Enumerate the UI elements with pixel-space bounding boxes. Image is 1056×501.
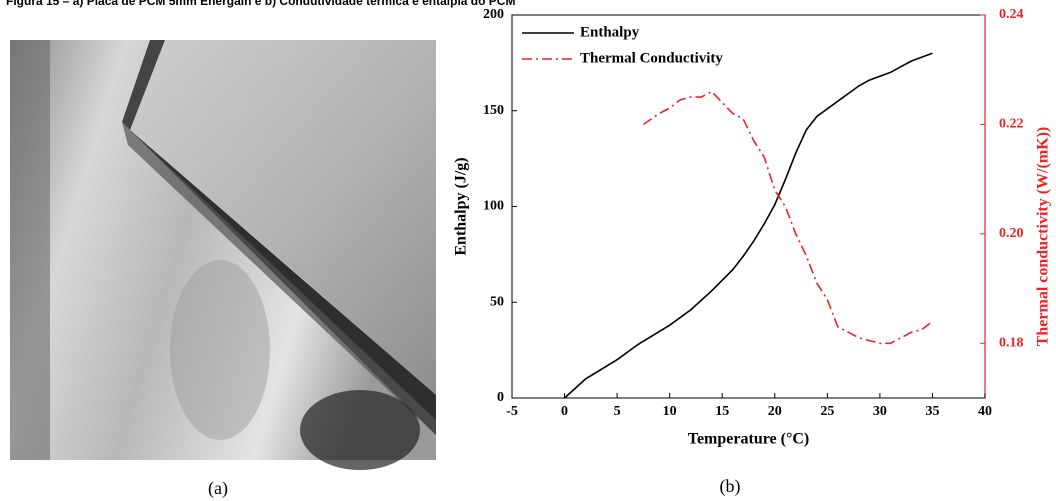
y-tick-label: 0 [497, 390, 504, 405]
x-tick-label: 40 [978, 404, 992, 419]
panel-label: (b) [720, 476, 741, 497]
series-line [564, 52, 933, 399]
series-line [642, 90, 933, 345]
legend-label: Thermal Conductivity [580, 50, 723, 66]
y-tick-label: 100 [483, 199, 504, 214]
y2-tick-label: 0.18 [999, 336, 1024, 351]
panel-label: (a) [208, 478, 228, 499]
y2-tick-label: 0.24 [999, 7, 1024, 22]
y-tick-label: 200 [483, 7, 504, 22]
y2-tick-label: 0.20 [999, 226, 1024, 241]
x-tick-label: -5 [506, 404, 518, 419]
figure-caption: Figura 15 – a) Placa de PCM 5mm Energain… [6, 0, 515, 8]
y-tick-label: 50 [490, 294, 504, 309]
chart: -5 0 5 10 15 20 25 30 35 400501001502000.180.200.… [453, 7, 1052, 447]
x-tick-label: 25 [820, 404, 834, 419]
x-tick-label: 30 [873, 404, 887, 419]
x-tick-label: 0 [561, 404, 568, 419]
x-tick-label: 5 [614, 404, 621, 419]
legend-label: Enthalpy [580, 24, 640, 40]
y-axis-label: Enthalpy (J/g) [453, 157, 470, 255]
x-tick-label: 15 [715, 404, 729, 419]
y2-axis-label: Thermal conductivity (W/(mK)) [1035, 127, 1052, 347]
x-tick-label: 35 [925, 404, 939, 419]
y-tick-label: 150 [483, 103, 504, 118]
x-tick-label: 10 [663, 404, 677, 419]
photo [10, 40, 436, 470]
plot-frame [511, 14, 986, 399]
x-tick-label: 20 [768, 404, 782, 419]
y2-tick-label: 0.22 [999, 117, 1024, 132]
x-axis-label: Temperature (°C) [688, 431, 809, 448]
